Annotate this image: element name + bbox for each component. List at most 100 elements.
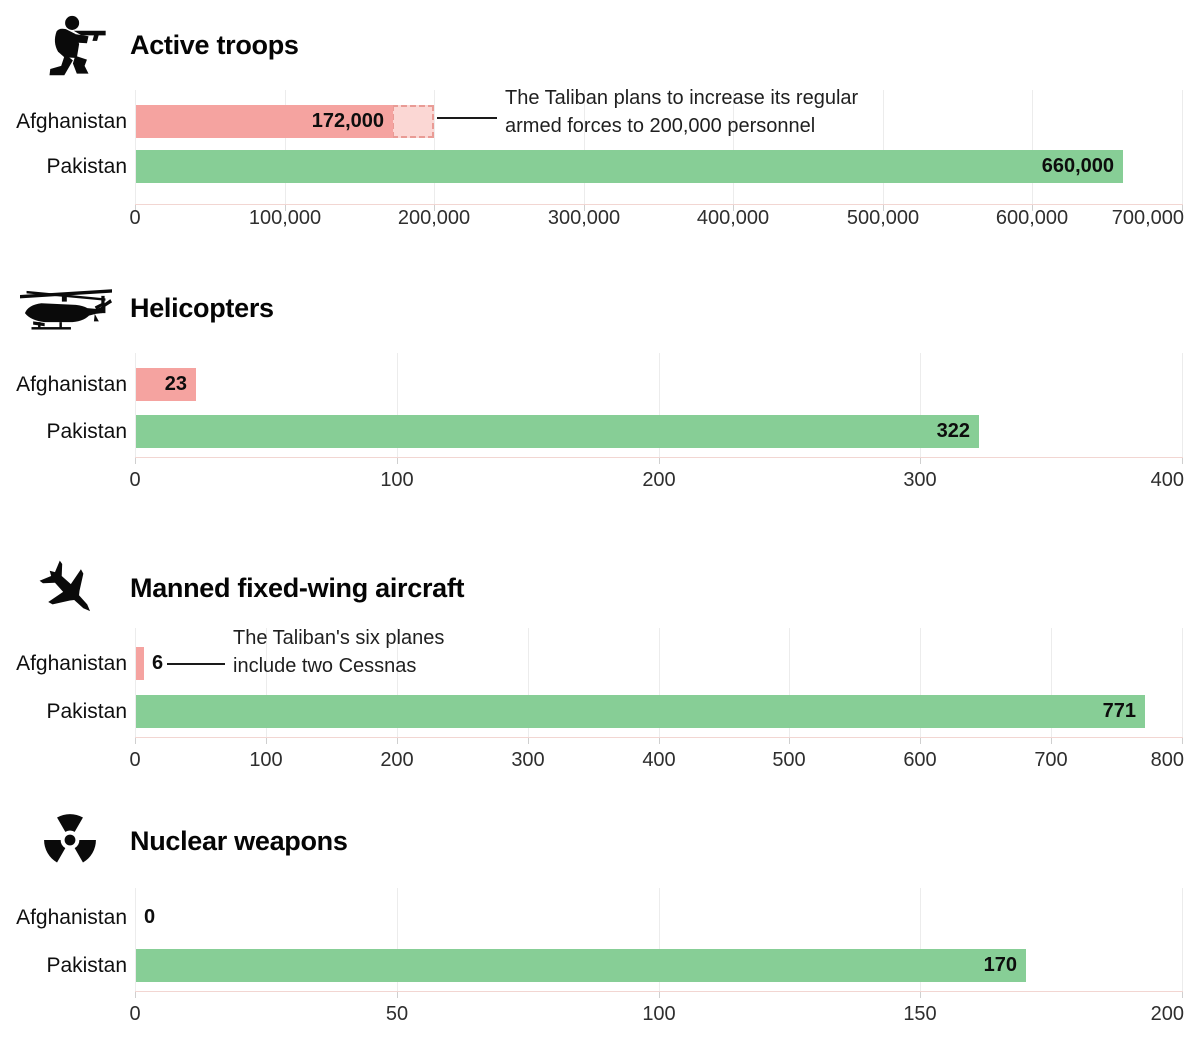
annotation-text: The Taliban's six planes include two Cess… [233,624,444,680]
gridline [584,90,585,204]
axis-tick [920,738,921,744]
annotation-text-line: The Taliban plans to increase its regula… [505,87,859,109]
bar-pakistan [136,949,1026,982]
gridline [135,888,136,991]
gridline [920,353,921,457]
axis-tick-label: 50 [385,1003,409,1025]
axis-tick-label: 100,000 [248,207,322,229]
category-label: Afghanistan [16,652,127,675]
axis-tick [434,205,435,211]
gridline [883,90,884,204]
axis-tick [135,205,136,211]
axis-tick [584,205,585,211]
axis-tick-label: 0 [129,207,141,229]
category-label: Pakistan [46,420,127,443]
gridline [659,353,660,457]
gridline [528,628,529,737]
axis-tick [397,738,398,744]
bar-pakistan [136,415,979,448]
gridline [1051,628,1052,737]
axis-tick [397,458,398,464]
projected-increase-box [392,105,434,138]
axis-tick-label: 500 [772,749,806,771]
axis-tick-label: 200 [380,749,414,771]
value-label: 771 [1102,700,1136,722]
axis-tick [733,205,734,211]
axis-baseline [135,991,1183,992]
gridline [920,628,921,737]
gridline [135,90,136,204]
axis-tick [1051,738,1052,744]
axis-tick-label: 400 [642,749,676,771]
axis-tick [397,992,398,998]
gridline [1182,90,1183,204]
axis-tick-label: 300 [903,469,937,491]
axis-tick-label: 300,000 [547,207,621,229]
axis-tick [266,738,267,744]
gridline [397,888,398,991]
annotation-text-line: armed forces to 200,000 personnel [505,115,816,137]
value-label: 23 [164,373,187,395]
gridline [659,628,660,737]
bar-pakistan [136,695,1145,728]
bar-pakistan [136,150,1123,183]
gridline [135,353,136,457]
axis-tick-label: 200 [642,469,676,491]
axis-tick-label: 0 [129,1003,141,1025]
axis-tick-label: 150 [903,1003,937,1025]
radiation-icon [30,804,110,876]
value-label: 6 [152,652,164,674]
gridline [1182,353,1183,457]
annotation-text-line: The Taliban's six planes [233,627,445,649]
axis-baseline [135,204,1183,205]
gridline [733,90,734,204]
axis-tick-label: 200 [1150,1003,1184,1025]
axis-tick [1032,205,1033,211]
value-label: 0 [144,906,156,928]
annotation-connector-line [167,663,225,665]
axis-tick-label: 100 [380,469,414,491]
axis-tick-label: 700 [1034,749,1068,771]
axis-tick-label: 100 [642,1003,676,1025]
axis-tick [659,738,660,744]
category-label: Pakistan [46,954,127,977]
axis-baseline [135,737,1183,738]
axis-tick [135,738,136,744]
axis-tick [883,205,884,211]
gridline [434,90,435,204]
axis-tick [1182,992,1183,998]
axis-tick [1182,205,1183,211]
axis-baseline [135,457,1183,458]
axis-tick [1182,458,1183,464]
axis-tick-label: 400 [1150,469,1184,491]
category-label: Afghanistan [16,906,127,929]
chart-title: Active troops [130,30,299,60]
category-label: Afghanistan [16,110,127,133]
annotation-connector-line [437,117,497,119]
axis-tick [659,992,660,998]
axis-tick [135,992,136,998]
axis-tick-label: 500,000 [846,207,920,229]
gridline [920,888,921,991]
axis-tick [920,458,921,464]
category-label: Pakistan [46,700,127,723]
value-label: 172,000 [311,110,384,132]
gridline [1182,888,1183,991]
axis-tick [528,738,529,744]
axis-tick-label: 200,000 [397,207,471,229]
chart-title: Manned fixed-wing aircraft [130,573,465,603]
gridline [1182,628,1183,737]
gridline [397,353,398,457]
axis-tick [920,992,921,998]
axis-tick-label: 400,000 [696,207,770,229]
soldier-icon [30,8,108,80]
annotation-text-line: include two Cessnas [233,655,417,677]
